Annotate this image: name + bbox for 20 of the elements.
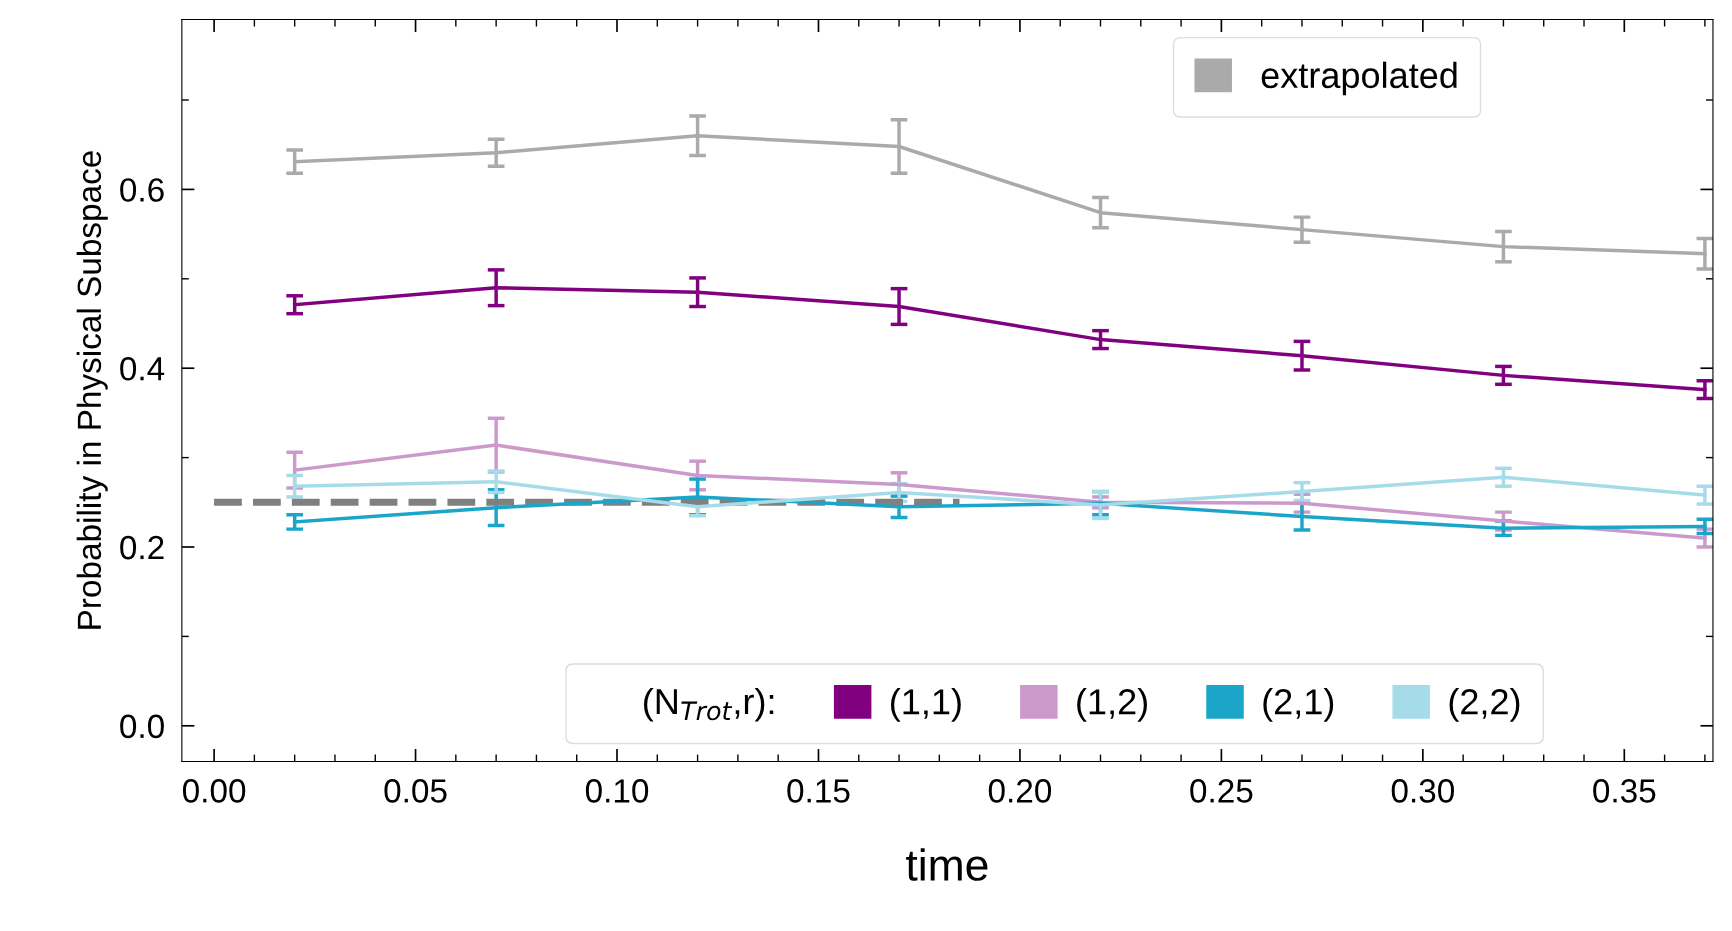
legend-label: (2,1): [1263, 688, 1334, 722]
y-axis-title: Probability in Physical Subspace: [76, 151, 108, 629]
y-tick-label: 0.6: [120, 178, 164, 202]
x-axis-title: time: [906, 848, 988, 881]
x-tick-label: 0.05: [384, 779, 447, 803]
x-tick-label: 0.25: [1190, 779, 1253, 803]
x-tick-label: 0.35: [1593, 779, 1656, 803]
x-tick-label: 0.15: [787, 779, 850, 803]
y-tick-label: 0.0: [120, 714, 164, 739]
y-tick-label: 0.4: [120, 357, 165, 381]
y-tick-label: 0.2: [120, 535, 164, 560]
x-tick-label: 0.00: [182, 779, 246, 803]
x-tick-label: 0.20: [988, 779, 1052, 803]
legend-label: (1,2): [1077, 688, 1147, 722]
x-tick-label: 0.10: [585, 779, 649, 803]
legend-label: (1,1): [891, 688, 961, 722]
legend-title: (N$_{Trot}$,r):: [644, 687, 774, 722]
legend-label: (2,2): [1449, 688, 1520, 722]
x-tick-label: 0.30: [1391, 779, 1454, 803]
legend-label: extrapolated: [1261, 61, 1457, 96]
